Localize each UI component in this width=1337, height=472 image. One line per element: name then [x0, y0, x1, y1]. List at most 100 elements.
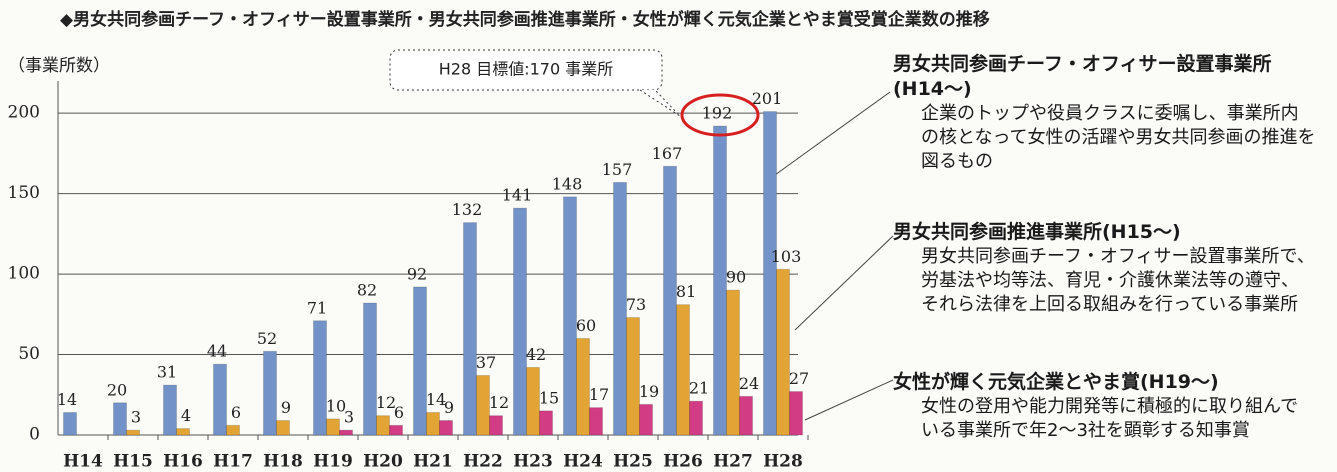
- bar: [526, 366, 540, 436]
- data-label: 157: [602, 160, 633, 179]
- x-tick-label: H21: [413, 452, 453, 472]
- data-label: 14: [426, 390, 446, 409]
- x-tick-label: H28: [763, 452, 803, 472]
- data-label: 148: [552, 174, 583, 193]
- x-tick-label: H17: [213, 452, 253, 472]
- bar: [713, 125, 727, 436]
- data-label: 6: [394, 403, 404, 422]
- data-label: 6: [231, 403, 241, 422]
- y-tick-label: 50: [18, 344, 40, 364]
- bar: [676, 304, 690, 436]
- data-label: 37: [476, 353, 496, 372]
- data-label: 10: [326, 396, 346, 415]
- bar: [613, 181, 627, 436]
- x-tick-label: H27: [713, 452, 753, 472]
- data-label: 31: [157, 363, 177, 382]
- bar: [326, 418, 340, 436]
- legend-title: 男女共同参画チーフ・オフィサー設置事業所(H14～): [893, 53, 1272, 100]
- y-axis-label: （事業所数）: [8, 56, 110, 76]
- data-label: 132: [452, 200, 483, 219]
- x-tick-label: H18: [263, 452, 303, 472]
- x-tick-label: H26: [663, 452, 703, 472]
- bar: [363, 302, 377, 436]
- data-label: 17: [589, 385, 609, 404]
- y-tick-label: 0: [29, 425, 40, 445]
- bar: [313, 320, 327, 436]
- data-label: 103: [771, 247, 802, 266]
- bar: [339, 429, 353, 436]
- bar: [226, 424, 240, 436]
- data-label: 27: [789, 369, 809, 388]
- legend-description: 女性の登用や能力開発等に積極的に取り組んでいる事業所で年2～3社を顕彰する知事賞: [921, 396, 1299, 441]
- data-label: 20: [107, 380, 127, 399]
- x-tick-label: H24: [563, 452, 603, 472]
- legend-item: 女性が輝く元気企業とやま賞(H19～) 女性の登用や能力開発等に積極的に取り組ん…: [893, 370, 1318, 443]
- bar: [589, 407, 603, 436]
- data-label: 141: [502, 186, 533, 205]
- bar: [726, 289, 740, 436]
- x-tick-label: H23: [513, 452, 553, 472]
- bar: [63, 411, 77, 436]
- bar: [513, 207, 527, 436]
- data-label: 19: [639, 382, 659, 401]
- bar: [763, 111, 777, 436]
- bar: [426, 411, 440, 436]
- callout-box: [389, 49, 663, 91]
- data-label: 3: [131, 408, 141, 427]
- data-label: 92: [407, 264, 427, 283]
- data-label: 12: [376, 393, 396, 412]
- callout-tail: [639, 89, 681, 117]
- bar: [413, 286, 427, 436]
- bar: [639, 403, 653, 436]
- bar: [163, 384, 177, 436]
- x-tick-label: H22: [463, 452, 503, 472]
- data-label: 14: [57, 390, 77, 409]
- bar: [389, 424, 403, 436]
- x-tick-label: H15: [113, 452, 153, 472]
- data-label: 71: [307, 298, 327, 317]
- bar: [263, 350, 277, 436]
- bar: [563, 196, 577, 436]
- y-tick-label: 150: [8, 183, 40, 203]
- legend-title: 女性が輝く元気企業とやま賞(H19～): [893, 371, 1219, 393]
- bar: [776, 268, 790, 436]
- x-tick-label: H25: [613, 452, 653, 472]
- data-label: 42: [526, 345, 546, 364]
- bar: [789, 391, 803, 436]
- bar: [663, 165, 677, 436]
- leader-line: [767, 91, 891, 181]
- data-label: 3: [344, 408, 354, 427]
- data-label: 201: [752, 89, 783, 108]
- data-label: 81: [676, 282, 696, 301]
- bar: [276, 420, 290, 436]
- bar: [476, 374, 490, 436]
- data-label: 73: [626, 295, 646, 314]
- legend-description: 男女共同参画チーフ・オフィサー設置事業所で、労基法や均等法、育児・介護休業法等の…: [921, 246, 1315, 315]
- bar: [213, 363, 227, 436]
- bar: [489, 415, 503, 436]
- bar: [739, 395, 753, 436]
- data-label: 60: [576, 316, 596, 335]
- data-label: 21: [689, 379, 709, 398]
- data-label: 44: [207, 342, 227, 361]
- data-label: 192: [702, 104, 733, 123]
- bar: [439, 420, 453, 436]
- data-label: 167: [652, 144, 683, 163]
- bar: [689, 400, 703, 436]
- bar: [176, 428, 190, 436]
- data-label: 4: [181, 406, 191, 425]
- legend-title: 男女共同参画推進事業所(H15～): [893, 221, 1181, 243]
- x-tick-label: H19: [313, 452, 353, 472]
- chart-title: ◆男女共同参画チーフ・オフィサー設置事業所・男女共同参画推進事業所・女性が輝く元…: [60, 9, 990, 30]
- y-tick-label: 100: [8, 264, 40, 284]
- x-tick-label: H14: [63, 452, 103, 472]
- bar: [576, 337, 590, 436]
- callout-text: H28 目標値:170 事業所: [439, 60, 614, 79]
- y-tick-label: 200: [8, 103, 40, 123]
- leader-line: [794, 235, 894, 331]
- highlight-circle: [680, 93, 760, 137]
- leader-line: [804, 379, 894, 421]
- legend-item: 男女共同参画チーフ・オフィサー設置事業所(H14～) 企業のトップや役員クラスに…: [893, 52, 1318, 174]
